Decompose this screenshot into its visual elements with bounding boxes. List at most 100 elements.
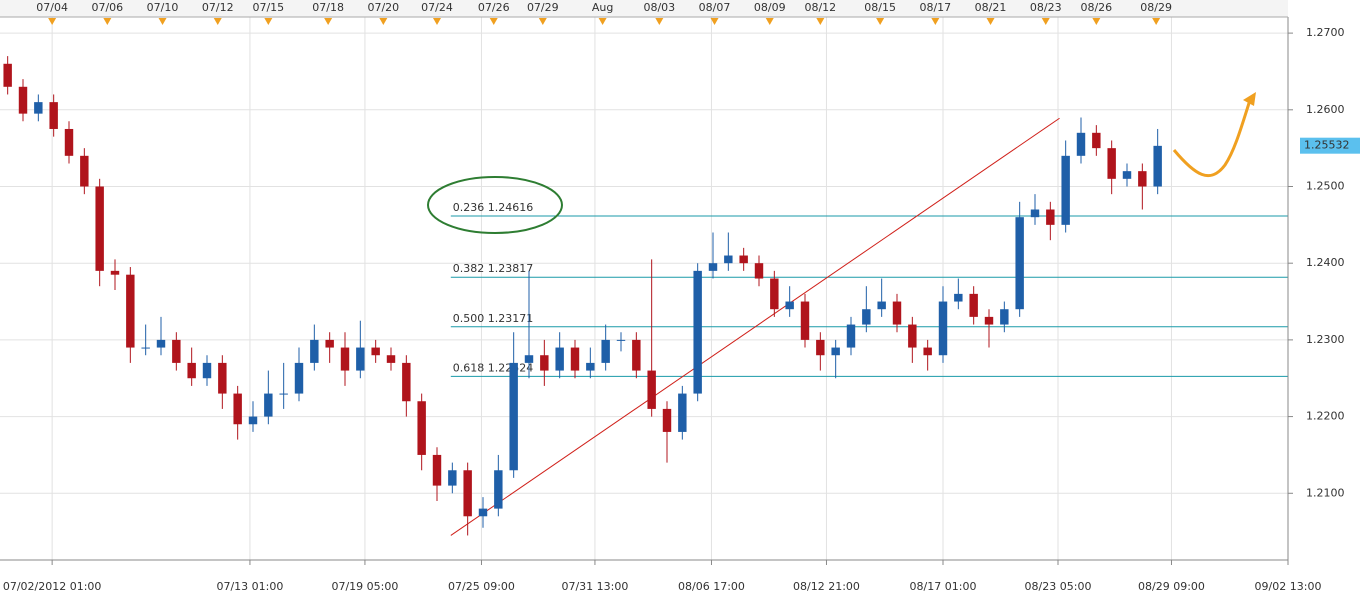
top-tick-marker — [324, 18, 333, 25]
candle-body — [1061, 155, 1070, 225]
candle-body — [693, 270, 702, 394]
candle-body — [892, 301, 902, 325]
candle-body — [954, 293, 963, 302]
candle-body — [601, 339, 610, 363]
top-tick-marker — [986, 18, 995, 25]
candle-body — [478, 508, 488, 517]
candle-body — [18, 86, 28, 114]
candle-body — [463, 470, 472, 517]
top-tick-label: 08/26 — [1080, 1, 1112, 14]
candle-body — [95, 186, 104, 271]
top-tick-label: Aug — [592, 1, 613, 14]
top-tick-label: 07/15 — [252, 1, 284, 14]
candle-body — [984, 316, 994, 325]
top-tick-marker — [433, 18, 441, 25]
candle-body — [417, 401, 426, 455]
top-tick-marker — [710, 18, 719, 25]
candle-body — [80, 155, 89, 187]
top-tick-marker — [655, 18, 664, 25]
candle-body — [1122, 171, 1132, 179]
top-tick-label: 08/29 — [1140, 1, 1172, 14]
candle-body — [862, 309, 871, 325]
candle-body — [1138, 171, 1147, 187]
top-tick-marker — [538, 18, 547, 25]
x-tick-label: 08/12 21:00 — [793, 580, 860, 593]
candle-body — [816, 339, 825, 356]
x-tick-label: 07/02/2012 01:00 — [3, 580, 102, 593]
top-tick-label: 08/07 — [699, 1, 731, 14]
candle-body — [325, 339, 334, 348]
y-tick-label: 1.2500 — [1306, 179, 1345, 192]
candle-body — [724, 255, 733, 264]
candle-body — [1030, 209, 1040, 218]
fib-label: 0.500 1.23171 — [453, 312, 533, 325]
top-tick-label: 07/29 — [527, 1, 559, 14]
y-tick-label: 1.2300 — [1306, 333, 1345, 346]
candle-body — [1000, 309, 1009, 325]
y-tick-label: 1.2700 — [1306, 26, 1345, 39]
candle-body — [218, 362, 227, 394]
top-tick-marker — [158, 18, 167, 25]
candle-body — [1153, 145, 1162, 187]
top-tick-label: 07/10 — [147, 1, 179, 14]
candle-body — [616, 339, 626, 341]
candle-body — [34, 102, 43, 114]
y-tick-label: 1.2100 — [1306, 486, 1345, 499]
top-tick-marker — [264, 18, 273, 25]
candle-body — [509, 362, 518, 471]
top-tick-marker — [1041, 18, 1050, 25]
candle-body — [555, 347, 564, 371]
last-price-label: 1.25532 — [1304, 139, 1350, 152]
highlight-ellipse — [427, 176, 563, 234]
top-tick-label: 07/04 — [36, 1, 68, 14]
x-tick-label: 08/23 05:00 — [1025, 580, 1092, 593]
plot: 0.236 1.24616 0.382 1.23817 0.500 1.23171 0… — [3, 56, 1288, 536]
candle-body — [386, 355, 396, 363]
candle-body — [1092, 132, 1101, 149]
top-tick-label: 08/09 — [754, 1, 786, 14]
candle-body — [969, 293, 978, 317]
grid — [0, 17, 1289, 560]
top-tick-marker — [489, 18, 498, 25]
candle-body — [187, 362, 196, 379]
candle-body — [432, 454, 442, 486]
top-tick-label: 07/24 — [421, 1, 453, 14]
fib-label: 0.236 1.24616 — [453, 201, 533, 214]
candle-body — [877, 301, 886, 310]
candle-body — [586, 362, 595, 371]
candle-body — [908, 324, 917, 348]
candle-body — [540, 355, 549, 371]
candle-body — [938, 301, 948, 356]
x-tick-label: 07/19 05:00 — [331, 580, 398, 593]
y-tick-label: 1.2400 — [1306, 256, 1345, 269]
top-tick-marker — [931, 18, 940, 25]
candle-body — [141, 347, 150, 349]
top-tick-marker — [1152, 18, 1161, 25]
x-tick-label: 08/06 17:00 — [678, 580, 745, 593]
top-tick-marker — [876, 18, 885, 25]
candle-body — [448, 470, 457, 486]
candle-body — [279, 393, 288, 395]
candle-body — [632, 339, 641, 371]
top-tick-marker — [48, 18, 57, 25]
candle-body — [770, 278, 779, 310]
top-tick-label: 08/15 — [864, 1, 896, 14]
top-tick-label: 08/03 — [643, 1, 675, 14]
y-tick-label: 1.2600 — [1306, 103, 1345, 116]
top-tick-label: 08/23 — [1030, 1, 1062, 14]
x-tick-label: 08/17 01:00 — [910, 580, 977, 593]
top-tick-label: 08/12 — [804, 1, 836, 14]
candle-body — [264, 393, 273, 417]
top-tick-marker — [103, 18, 112, 25]
candle-body — [785, 301, 794, 310]
candle-body — [248, 416, 258, 425]
top-strip — [0, 0, 1288, 17]
top-tick-marker — [213, 18, 222, 25]
candle-body — [202, 362, 212, 379]
candle-body — [647, 370, 656, 409]
candle-body — [831, 347, 840, 356]
candle-body — [172, 339, 181, 363]
